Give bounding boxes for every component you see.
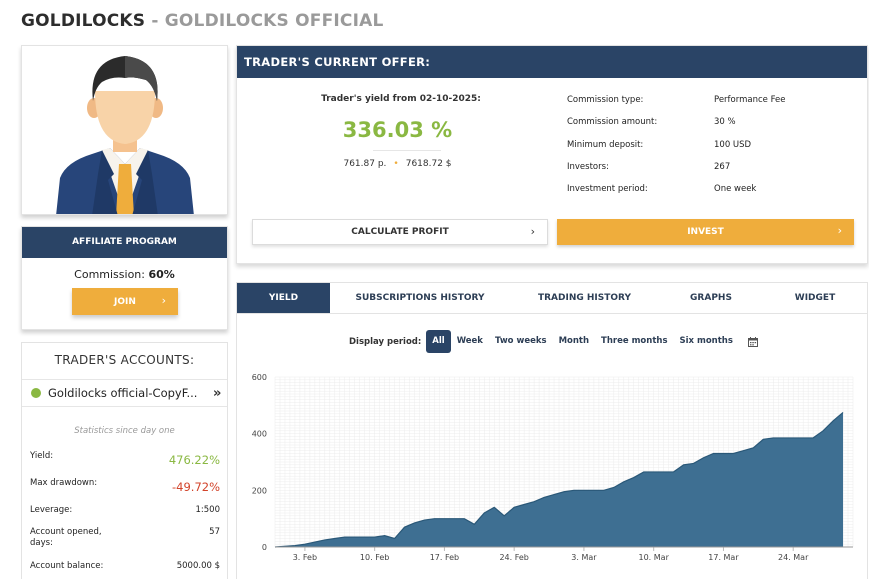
trader-name: GOLDILOCKS: [21, 11, 146, 31]
traders-accounts-title: TRADER'S ACCOUNTS:: [54, 353, 195, 367]
term-row: Commission type: Performance Fee: [567, 95, 857, 117]
period-three-months[interactable]: Three months: [601, 336, 668, 346]
term-row: Investment period: One week: [567, 184, 857, 206]
stat-yield: Yield: 476.22%: [30, 451, 220, 467]
stat-label: Account opened, days:: [30, 527, 102, 548]
series-line: [274, 411, 844, 548]
x-tick-label: 24. Mar: [778, 553, 809, 562]
tab-trading-history[interactable]: TRADING HISTORY: [537, 293, 631, 303]
term-value: One week: [714, 184, 757, 195]
yield-dollars: 7618.72 $: [405, 159, 452, 169]
yield-details: 761.87 p. • 7618.72 $: [237, 159, 558, 169]
tab-widget[interactable]: WIDGET: [794, 293, 836, 303]
term-value: 267: [714, 161, 731, 172]
avatar-icon: [56, 56, 194, 214]
affiliate-program-card: AFFILIATE PROGRAM Commission: 60% JOIN ›: [21, 226, 228, 330]
trader-subtitle: GOLDILOCKS OFFICIAL: [164, 11, 384, 31]
term-row: Commission amount: 30 %: [567, 117, 857, 139]
current-offer-title: TRADER'S CURRENT OFFER:: [237, 46, 867, 78]
double-chevron-right-icon[interactable]: »: [213, 385, 222, 401]
period-all[interactable]: All: [426, 330, 451, 353]
x-tick-label: 17. Feb: [430, 553, 459, 562]
stat-value: 57: [209, 527, 220, 537]
yield-points: 761.87 p.: [343, 159, 387, 169]
calculate-profit-button[interactable]: CALCULATE PROFIT ›: [252, 219, 548, 245]
tab-yield[interactable]: YIELD: [237, 283, 330, 313]
period-week[interactable]: Week: [456, 336, 483, 346]
y-tick-label: 600: [252, 373, 267, 382]
yield-panel: YIELD SUBSCRIPTIONS HISTORY TRADING HIST…: [236, 282, 868, 579]
stat-value: -49.72%: [172, 480, 220, 494]
term-label: Investors:: [567, 161, 609, 172]
period-six-months[interactable]: Six months: [679, 336, 733, 346]
term-row: Minimum deposit: 100 USD: [567, 140, 857, 162]
offer-terms: Commission type: Performance Fee Commissi…: [567, 95, 857, 206]
x-tick-label: 24. Feb: [499, 553, 528, 562]
y-tick-label: 400: [252, 430, 267, 439]
stat-leverage: Leverage: 1:500: [30, 505, 220, 515]
stat-max-drawdown: Max drawdown: -49.72%: [30, 478, 220, 494]
yield-chart: 0 200 400 600 3. Feb 10. Feb 17. Feb 24. Feb 3. …: [252, 373, 854, 562]
term-value: 30 %: [714, 117, 736, 128]
status-dot-icon: [31, 388, 41, 398]
stat-label: Max drawdown:: [30, 478, 98, 488]
stat-account-balance: Account balance: 5000.00 $: [30, 561, 220, 571]
affiliate-program-title: AFFILIATE PROGRAM: [22, 227, 227, 258]
period-two-weeks[interactable]: Two weeks: [494, 336, 547, 346]
display-period-label: Display period:: [349, 336, 422, 347]
stat-account-opened: Account opened, days: 57: [30, 527, 220, 549]
period-month[interactable]: Month: [558, 336, 590, 346]
x-tick-label: 3. Mar: [571, 553, 597, 562]
stat-label: Yield:: [30, 451, 54, 461]
y-tick-label: 0: [262, 543, 267, 552]
join-button[interactable]: JOIN ›: [72, 288, 178, 315]
chevron-right-icon: ›: [837, 224, 842, 237]
stats-since: Statistics since day one: [74, 426, 175, 436]
calendar-icon[interactable]: [747, 336, 758, 347]
invest-button[interactable]: INVEST ›: [557, 219, 854, 245]
stat-label: Account balance:: [30, 561, 104, 571]
x-tick-label: 3. Feb: [293, 553, 317, 562]
yield-percent: 336.03 %: [342, 118, 453, 142]
current-offer-card: TRADER'S CURRENT OFFER: Trader's yield f…: [236, 45, 868, 264]
stat-value: 1:500: [195, 505, 221, 515]
term-label: Investment period:: [567, 184, 648, 195]
yield-from-label: Trader's yield from 02-10-2025:: [321, 94, 481, 104]
stat-value: 5000.00 $: [176, 561, 220, 571]
affiliate-commission-label: Commission:: [74, 268, 145, 281]
term-label: Commission amount:: [567, 117, 658, 128]
term-value: 100 USD: [714, 139, 752, 150]
join-button-label: JOIN: [114, 296, 136, 307]
traders-accounts-card: TRADER'S ACCOUNTS: Goldilocks official-C…: [21, 342, 228, 579]
tab-subscriptions-history[interactable]: SUBSCRIPTIONS HISTORY: [355, 293, 485, 303]
title-separator: -: [145, 11, 165, 31]
tab-bar: YIELD SUBSCRIPTIONS HISTORY TRADING HIST…: [237, 283, 867, 314]
chevron-right-icon: ›: [161, 294, 166, 307]
account-selector[interactable]: Goldilocks official-CopyF... »: [22, 379, 227, 407]
divider: [373, 150, 441, 151]
account-name: Goldilocks official-CopyF...: [48, 386, 198, 400]
chevron-right-icon: ›: [530, 225, 535, 238]
affiliate-commission-value: 60%: [148, 268, 175, 281]
invest-label: INVEST: [687, 227, 724, 237]
term-label: Minimum deposit:: [567, 139, 644, 150]
bullet-icon: •: [393, 159, 399, 169]
trader-avatar-card: [21, 45, 228, 215]
x-tick-label: 17. Mar: [708, 553, 739, 562]
tab-graphs[interactable]: GRAPHS: [690, 293, 732, 303]
series-area: [275, 412, 844, 547]
stat-value: 476.22%: [168, 453, 220, 467]
x-tick-label: 10. Feb: [360, 553, 389, 562]
affiliate-commission: Commission: 60%: [22, 268, 227, 281]
term-value: Performance Fee: [714, 95, 786, 105]
term-label: Commission type:: [567, 95, 644, 105]
page-title: GOLDILOCKS - GOLDILOCKS OFFICIAL: [21, 11, 384, 31]
term-row: Investors: 267: [567, 162, 857, 184]
y-tick-label: 200: [252, 486, 267, 495]
calculate-profit-label: CALCULATE PROFIT: [351, 227, 449, 237]
display-period-bar: Display period: All Week Two weeks Month…: [349, 330, 758, 353]
x-tick-label: 10. Mar: [639, 553, 670, 562]
stat-label: Leverage:: [30, 505, 73, 515]
